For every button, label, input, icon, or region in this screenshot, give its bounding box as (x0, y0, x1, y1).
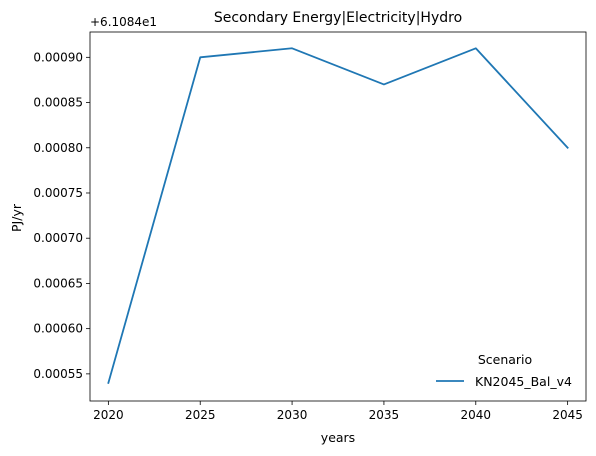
y-tick-label: 0.00060 (33, 322, 83, 336)
y-axis-ticks: 0.00055 0.00060 0.00065 0.00070 0.00075 0.000… (33, 50, 90, 381)
legend-entry-kn2045-bal-v4: KN2045_Bal_v4 (475, 374, 572, 389)
y-tick-label: 0.00055 (33, 367, 83, 381)
x-tick-label: 2030 (277, 408, 308, 422)
series-layer (107, 47, 569, 385)
x-tick-label: 2035 (369, 408, 400, 422)
x-axis-ticks: 2020 2025 2030 2035 2040 2045 (93, 401, 583, 422)
y-tick-label: 0.00085 (33, 96, 83, 110)
y-axis-label: PJ/yr (9, 203, 24, 232)
x-tick-label: 2020 (93, 408, 124, 422)
series-line-kn2045-bal-v4 (107, 47, 569, 385)
y-tick-label: 0.00090 (33, 50, 83, 64)
legend: Scenario KN2045_Bal_v4 (436, 352, 572, 389)
x-tick-label: 2040 (461, 408, 492, 422)
x-tick-label: 2045 (552, 408, 583, 422)
y-offset-label: +6.1084e1 (90, 15, 157, 29)
x-axis-label: years (321, 430, 355, 445)
y-tick-label: 0.00075 (33, 186, 83, 200)
chart-title: Secondary Energy|Electricity|Hydro (214, 10, 462, 26)
y-tick-label: 0.00080 (33, 141, 83, 155)
legend-title: Scenario (478, 352, 532, 367)
plot-area-frame (89, 31, 587, 402)
y-tick-label: 0.00065 (33, 276, 83, 290)
y-tick-label: 0.00070 (33, 231, 83, 245)
x-tick-label: 2025 (185, 408, 216, 422)
